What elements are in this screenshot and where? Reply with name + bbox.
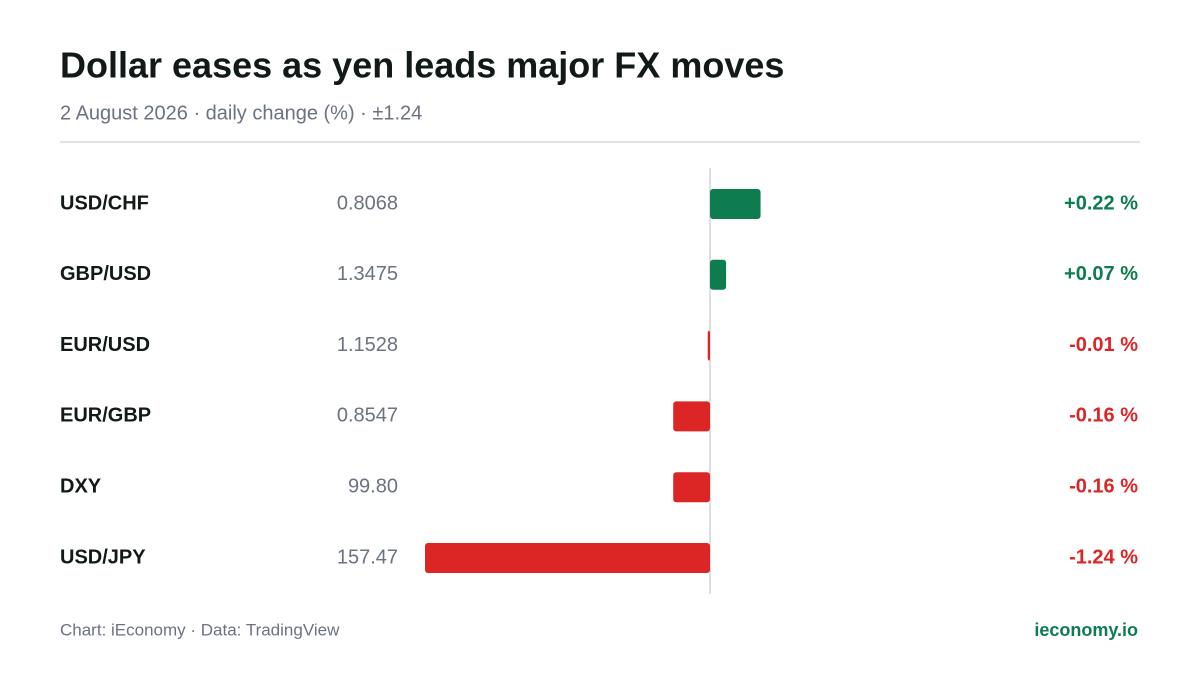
price: 1.1528	[337, 334, 398, 356]
value-label: -0.16 %	[1069, 405, 1138, 427]
chart-subtitle: 2 August 2026 · daily change (%) · ±1.24	[60, 102, 422, 124]
bar	[710, 259, 727, 290]
value-label: +0.07 %	[1064, 263, 1138, 285]
pair-label: USD/JPY	[60, 546, 146, 568]
price: 0.8547	[337, 405, 398, 427]
pair-label: DXY	[60, 475, 102, 497]
price: 1.3475	[337, 263, 398, 285]
price: 157.47	[337, 546, 398, 568]
source-note: Chart: iEconomy · Data: TradingView	[60, 620, 340, 639]
pair-label: EUR/GBP	[60, 405, 151, 427]
brand: ieconomy.io	[1034, 620, 1138, 640]
bar	[707, 330, 710, 361]
value-label: +0.22 %	[1064, 192, 1138, 214]
bar	[673, 401, 710, 432]
bar	[710, 189, 761, 219]
bar	[673, 472, 710, 503]
pair-label: USD/CHF	[60, 192, 149, 214]
pair-label: EUR/USD	[60, 334, 150, 356]
pair-label: GBP/USD	[60, 263, 151, 285]
value-label: -1.24 %	[1069, 546, 1138, 568]
bar	[425, 543, 710, 573]
chart-title: Dollar eases as yen leads major FX moves	[60, 45, 784, 86]
value-label: -0.16 %	[1069, 475, 1138, 497]
value-label: -0.01 %	[1069, 334, 1138, 356]
price: 99.80	[348, 475, 398, 497]
price: 0.8068	[337, 192, 398, 214]
